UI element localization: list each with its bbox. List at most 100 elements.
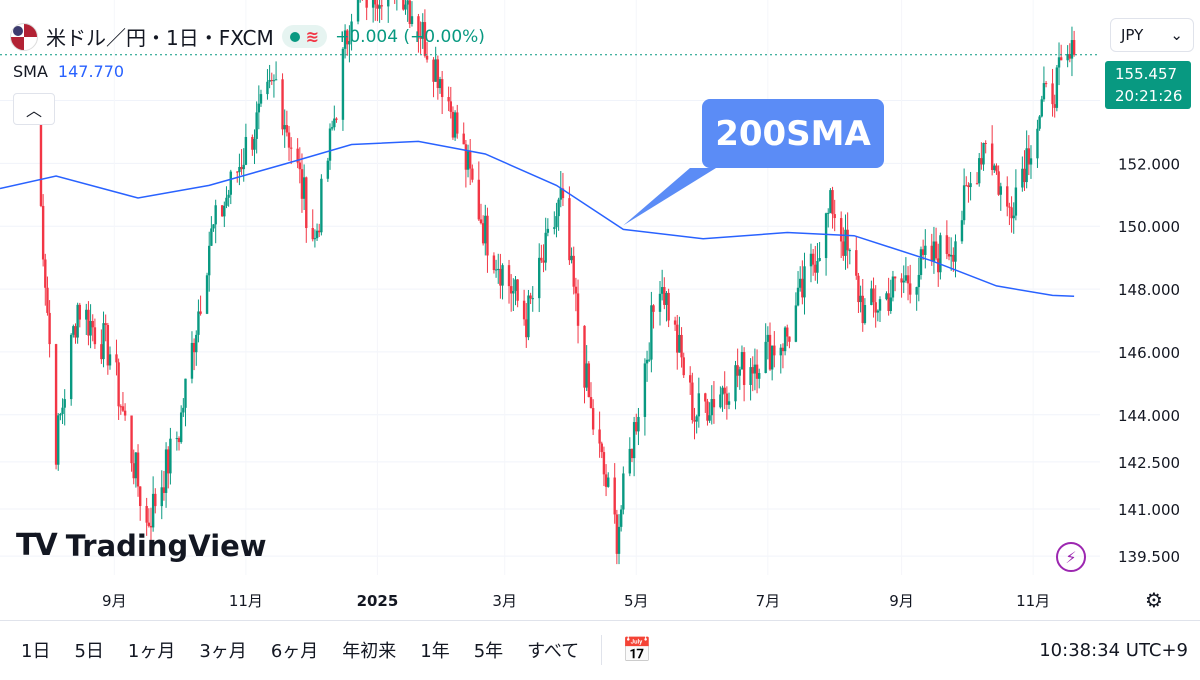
candle-body	[833, 214, 836, 219]
lightning-icon[interactable]: ⚡	[1056, 542, 1086, 572]
candle-body	[827, 212, 830, 214]
candle-body	[788, 336, 791, 342]
candle-body	[1025, 148, 1028, 183]
time-axis[interactable]: 9月 11月 2025 3月 5月 7月 9月 11月	[102, 592, 1050, 610]
candle-body	[982, 142, 985, 165]
candle-body	[223, 205, 226, 217]
range-5d-button[interactable]: 5日	[74, 641, 104, 662]
candle-body	[417, 16, 420, 37]
candle-body	[529, 295, 532, 299]
candle-body	[962, 185, 966, 221]
candle-body	[710, 399, 713, 416]
candle-body	[727, 401, 731, 405]
candle-body	[755, 364, 759, 379]
candle-body	[652, 305, 655, 312]
candle-body	[1040, 99, 1043, 117]
candle-body	[328, 128, 332, 161]
range-5y-button[interactable]: 5年	[473, 641, 504, 662]
candle-body	[257, 103, 261, 113]
candle-body	[270, 79, 273, 81]
timezone-clock[interactable]: 10:38:34 UTC+9	[1039, 640, 1188, 661]
candle-body	[242, 164, 245, 170]
candle-body	[1072, 40, 1076, 55]
candle-body	[857, 275, 860, 303]
candle-body	[421, 22, 424, 39]
candle-body	[803, 266, 806, 298]
candle-body	[874, 302, 877, 313]
candle-body	[182, 407, 185, 413]
candle-body	[908, 283, 912, 295]
candle-body	[990, 143, 994, 170]
candle-body	[921, 249, 925, 255]
candle-body	[466, 151, 470, 170]
candle-body	[410, 16, 414, 25]
currency-select[interactable]: JPY ⌄	[1110, 18, 1194, 52]
candle-body	[555, 216, 558, 228]
candle-body	[758, 373, 761, 379]
candle-body	[374, 0, 377, 5]
candle-body	[48, 312, 51, 345]
candle-body	[102, 323, 105, 360]
range-1d-button[interactable]: 1日	[21, 641, 51, 662]
candle-body	[371, 0, 375, 8]
candle-body	[162, 487, 166, 493]
candle-body	[734, 365, 737, 402]
candle-body	[591, 408, 595, 430]
candle-body	[315, 230, 319, 239]
price-chart[interactable]: 154.000152.000150.000148.000146.000144.0…	[0, 0, 1200, 620]
candle-body	[602, 452, 606, 475]
candle-body	[287, 132, 291, 148]
sma-legend[interactable]: SMA 147.770	[13, 62, 124, 81]
candle-body	[794, 305, 798, 342]
candle-body	[63, 399, 66, 408]
range-6m-button[interactable]: 6ヶ月	[270, 641, 319, 662]
candle-body	[516, 279, 519, 301]
range-3m-button[interactable]: 3ヶ月	[199, 641, 247, 662]
candle-body	[604, 474, 608, 487]
candle-body	[738, 369, 742, 376]
bar-countdown: 20:21:26	[1115, 87, 1183, 105]
candle-body	[406, 0, 409, 5]
candle-body	[887, 293, 890, 312]
candle-body	[318, 230, 321, 233]
range-all-button[interactable]: すべて	[527, 641, 580, 662]
candle-body	[311, 228, 314, 240]
candle-body	[175, 438, 179, 440]
tradingview-logo[interactable]: TV TradingView	[16, 528, 267, 563]
candle-body	[1008, 206, 1011, 208]
market-status-badge[interactable]: ≋	[281, 25, 328, 48]
x-tick-label: 3月	[492, 592, 517, 610]
range-ytd-button[interactable]: 年初来	[342, 641, 397, 662]
candle-body	[630, 448, 634, 459]
candle-body	[706, 401, 709, 421]
symbol-title[interactable]: 米ドル／円・1日・FXCM	[46, 26, 274, 50]
candle-body	[1055, 67, 1059, 108]
candle-body	[296, 148, 299, 163]
candle-body	[464, 144, 468, 170]
collapse-legend-button[interactable]: ︿	[13, 93, 55, 125]
goto-date-icon[interactable]: 📅	[622, 636, 653, 664]
price-axis[interactable]: 154.000152.000150.000148.000146.000144.0…	[1118, 93, 1180, 567]
candle-body	[1051, 83, 1054, 105]
candle-body	[130, 415, 133, 464]
candle-body	[259, 94, 263, 104]
candle-body	[438, 79, 442, 89]
candle-body	[861, 295, 864, 324]
range-1y-button[interactable]: 1年	[420, 641, 450, 662]
candle-body	[768, 334, 772, 370]
candle-body	[934, 241, 938, 259]
candle-body	[930, 245, 933, 262]
candle-body	[1070, 40, 1074, 59]
candle-body	[440, 79, 444, 98]
gear-icon[interactable]: ⚙	[1145, 588, 1163, 612]
candle-body	[546, 228, 550, 233]
candle-body	[1068, 54, 1072, 59]
candle-body	[619, 509, 623, 527]
candle-body	[615, 514, 619, 554]
candle-body	[814, 264, 817, 273]
candle-body	[949, 254, 953, 257]
candle-body	[509, 286, 513, 294]
range-1m-button[interactable]: 1ヶ月	[127, 641, 176, 662]
candle-body	[919, 249, 923, 275]
last-price-tag: 155.457 20:21:26	[1105, 61, 1191, 109]
